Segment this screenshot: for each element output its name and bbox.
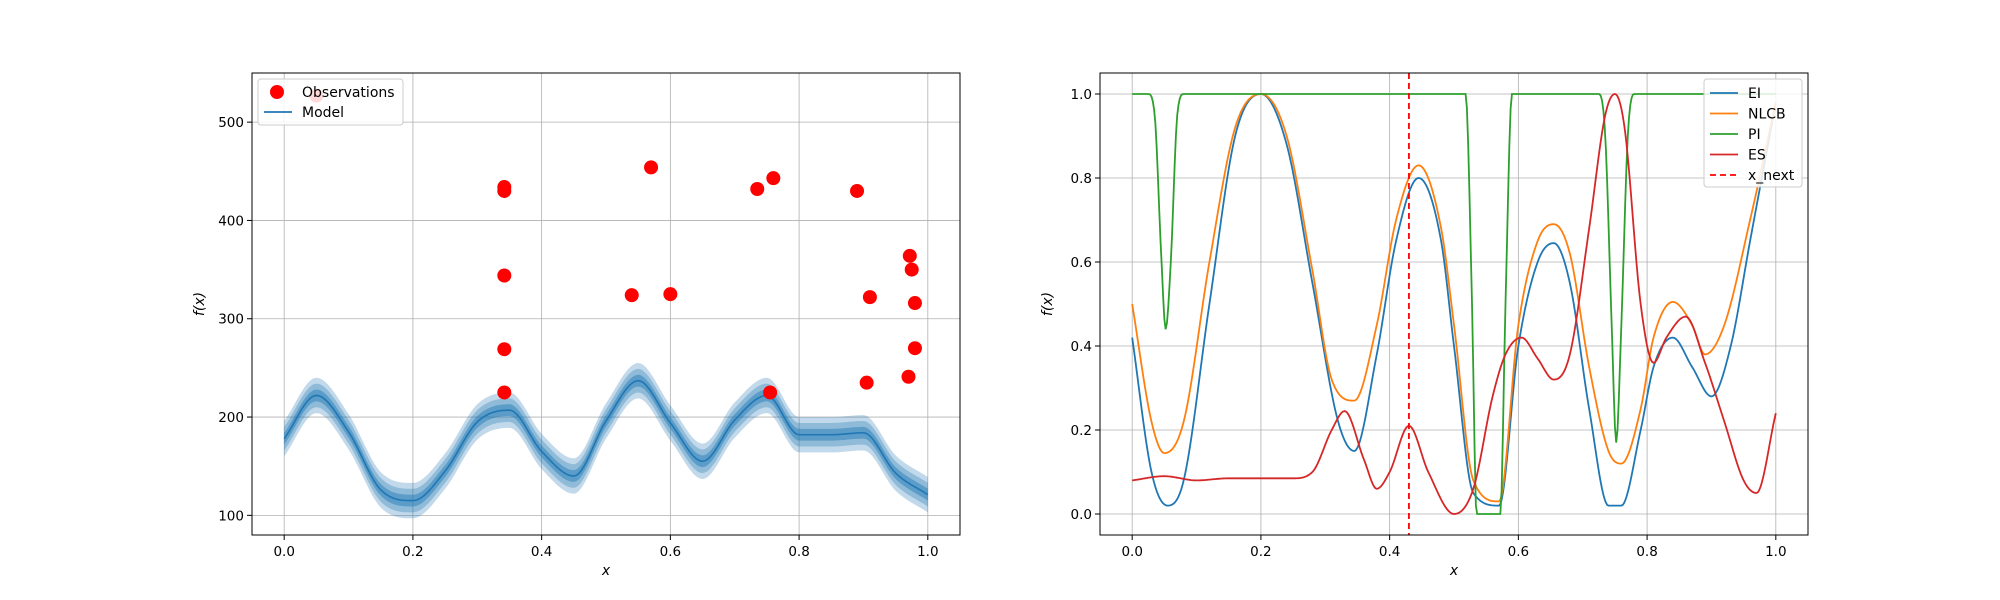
series-line-ei [1131, 93, 1777, 507]
chart-right: 0.0 0.2 0.4 0.6 0.8 1.0 0.0 0.2 0.4 0.6 0.8 1.0 x f(x… [1040, 72, 1809, 579]
right-frame [1099, 72, 1809, 536]
right-xaxis-label: x [1449, 563, 1459, 579]
left-ytick-label: 200 [218, 410, 244, 426]
right-xtick-label: 0.8 [1636, 544, 1657, 560]
right-xtick-label: 0.2 [1250, 544, 1271, 560]
left-ytick-label: 100 [218, 508, 244, 524]
right-xtick-label: 0.4 [1379, 544, 1400, 560]
legend-es-label: ES [1748, 148, 1766, 164]
right-yaxis-label: f(x) [1040, 292, 1056, 316]
legend-observations-label: Observations [302, 85, 395, 101]
right-xtick-label: 1.0 [1765, 544, 1786, 560]
right-ytick-label: 0.6 [1071, 255, 1092, 271]
legend-x-next-label: x_next [1748, 168, 1795, 184]
left-ytick-label: 300 [218, 312, 244, 328]
series-line-pi [1132, 93, 1776, 515]
observation-point [901, 369, 916, 384]
right-ytick-label: 0.4 [1071, 339, 1092, 355]
observation-point [497, 268, 512, 283]
right-legend: EI NLCB PI ES x_next [1703, 78, 1803, 188]
observation-point [624, 288, 639, 303]
observation-point [644, 160, 659, 175]
observation-point [497, 342, 512, 357]
left-xtick-label: 0.6 [660, 544, 681, 560]
left-ytick-label: 400 [218, 213, 244, 229]
left-xtick-label: 0.2 [402, 544, 423, 560]
right-legend-box [1703, 78, 1803, 188]
series-line-es [1132, 93, 1777, 515]
observation-point [904, 262, 919, 277]
observation-point [907, 296, 922, 311]
observation-point [907, 341, 922, 356]
model-confidence-band [284, 362, 928, 519]
observation-point [859, 375, 874, 390]
right-ytick-label: 0.2 [1071, 423, 1092, 439]
left-legend-box [257, 78, 404, 126]
left-xtick-label: 1.0 [917, 544, 938, 560]
model-confidence-band [284, 368, 928, 513]
observation-point [902, 248, 917, 263]
right-xtick-label: 0.6 [1508, 544, 1529, 560]
series-line-nlcb [1131, 93, 1777, 503]
legend-pi-label: PI [1748, 127, 1761, 143]
legend-ei-label: EI [1748, 86, 1761, 102]
left-plot-area [283, 88, 929, 519]
right-xtick-label: 0.0 [1121, 544, 1142, 560]
right-plot-area [1131, 73, 1777, 535]
left-frame [251, 72, 961, 536]
legend-observations-marker [270, 85, 284, 99]
model-mean-line [283, 379, 929, 502]
observation-point [850, 183, 865, 198]
legend-model-label: Model [302, 105, 344, 121]
model-confidence-band [284, 374, 928, 507]
left-legend: Observations Model [257, 78, 404, 126]
observation-point [497, 385, 512, 400]
left-ytick-label: 500 [218, 115, 244, 131]
observation-point [663, 287, 678, 302]
legend-nlcb-label: NLCB [1748, 107, 1786, 123]
right-ytick-label: 0.0 [1071, 507, 1092, 523]
left-xaxis-label: x [601, 563, 611, 579]
observation-point [766, 171, 781, 186]
observation-point [497, 183, 512, 198]
left-xtick-label: 0.4 [531, 544, 552, 560]
right-ytick-label: 1.0 [1071, 87, 1092, 103]
chart-left: 0.0 0.2 0.4 0.6 0.8 1.0 100 200 300 400 500 x f(x) Ob… [192, 72, 961, 579]
right-ytick-label: 0.8 [1071, 171, 1092, 187]
left-yaxis-label: f(x) [192, 292, 208, 316]
left-xtick-label: 0.8 [788, 544, 809, 560]
observation-point [862, 290, 877, 305]
observation-point [750, 181, 765, 196]
observation-point [763, 385, 778, 400]
left-xtick-label: 0.0 [273, 544, 294, 560]
